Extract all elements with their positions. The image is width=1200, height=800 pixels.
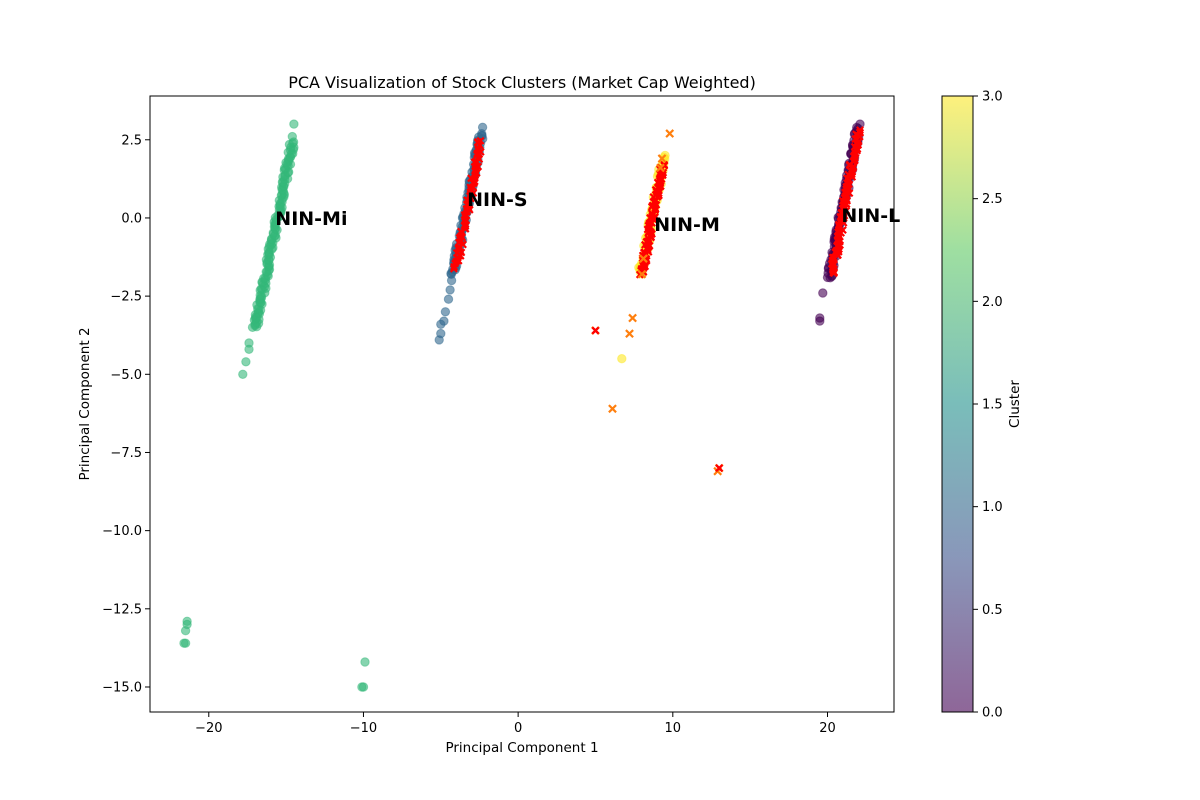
x-tick-label: 0	[514, 721, 522, 736]
cluster-1-point	[440, 307, 451, 317]
x-axis-label: Principal Component 1	[445, 740, 598, 756]
colorbar-tick-label: 0.5	[982, 603, 1003, 618]
annotation-layer: NIN-Mi NIN-S NIN-M NIN-L	[275, 189, 900, 236]
x-tick-label: 10	[665, 721, 682, 736]
cluster-annotation: NIN-S	[467, 189, 527, 211]
y-tick-label: 2.5	[121, 133, 142, 148]
y-tick-label: 0.0	[121, 211, 142, 226]
outlier-x-marker	[608, 404, 617, 414]
outlier-x-marker	[657, 154, 667, 163]
cluster-2-point	[252, 313, 262, 323]
cluster-annotation: NIN-Mi	[275, 208, 347, 230]
y-tick-label: −7.5	[110, 446, 142, 461]
x-axis: −20 −10 0 10 20	[195, 712, 836, 736]
colorbar-tick-label: 2.0	[982, 295, 1003, 310]
y-tick-label: −2.5	[110, 290, 142, 305]
colorbar-tick-label: 1.5	[982, 398, 1003, 413]
highlight-x-marker	[449, 264, 458, 273]
outlier-x-marker	[639, 254, 648, 263]
cluster-annotation: NIN-M	[654, 214, 720, 236]
highlight-x-marker	[476, 136, 485, 145]
outlier-x-marker	[625, 329, 634, 339]
cluster-1-point	[445, 285, 455, 295]
y-axis: 2.5 0.0 −2.5 −5.0 −7.5 −10.0 −12.5 −15.0	[102, 133, 150, 695]
colorbar-tick-label: 1.0	[982, 500, 1003, 515]
cluster-2-point	[244, 344, 254, 354]
y-tick-label: −15.0	[102, 680, 142, 695]
x-tick-label: −20	[195, 721, 222, 736]
cluster-0-point	[818, 288, 828, 298]
outlier-x-marker	[656, 163, 665, 173]
colorbar-gradient	[942, 96, 973, 712]
cluster-0-point	[815, 316, 825, 326]
highlight-x-marker	[856, 126, 864, 135]
points-layer	[179, 119, 865, 692]
outlier-x-marker-inner	[591, 326, 600, 335]
colorbar: 3.0 2.5 2.0 1.5 1.0 0.5 0.0 Cluster	[941, 90, 1023, 721]
outlier-x-marker	[628, 313, 637, 323]
colorbar-label: Cluster	[1007, 380, 1023, 428]
cluster-annotation: NIN-L	[841, 205, 900, 227]
outlier-x-marker-inner	[715, 464, 724, 473]
colorbar-ticks: 3.0 2.5 2.0 1.5 1.0 0.5 0.0	[973, 90, 1003, 721]
x-tick-label: −10	[350, 721, 377, 736]
cluster-2-point	[241, 357, 251, 367]
outlier-x-marker	[665, 129, 675, 138]
outlier-x-marker	[637, 269, 647, 279]
cluster-3-point	[617, 354, 627, 364]
cluster-2-point	[238, 369, 248, 379]
cluster-1-point	[446, 275, 457, 286]
plot-frame	[149, 95, 895, 713]
y-tick-label: −12.5	[102, 602, 142, 617]
cluster-0-point	[855, 119, 865, 129]
cluster-1-point	[443, 294, 454, 304]
chart-title: PCA Visualization of Stock Clusters (Mar…	[288, 73, 756, 92]
cluster-2-point	[180, 626, 191, 636]
colorbar-tick-label: 3.0	[982, 90, 1003, 105]
cluster-1-point	[477, 122, 488, 133]
cluster-2-point	[360, 657, 370, 667]
cluster-2-point	[287, 131, 297, 142]
cluster-2-point	[289, 119, 299, 129]
y-tick-label: −5.0	[110, 368, 142, 383]
x-tick-label: 20	[819, 721, 836, 736]
plot-area: NIN-Mi NIN-S NIN-M NIN-L	[149, 95, 900, 713]
y-axis-label: Principal Component 2	[77, 327, 93, 480]
cluster-2-point	[357, 682, 367, 692]
cluster-1-point	[434, 335, 444, 345]
colorbar-tick-label: 0.0	[982, 706, 1003, 721]
colorbar-tick-label: 2.5	[982, 192, 1003, 207]
highlight-x-marker	[459, 240, 467, 249]
cluster-2-point	[180, 638, 191, 648]
y-tick-label: −10.0	[102, 524, 142, 539]
cluster-1-point	[436, 319, 446, 329]
